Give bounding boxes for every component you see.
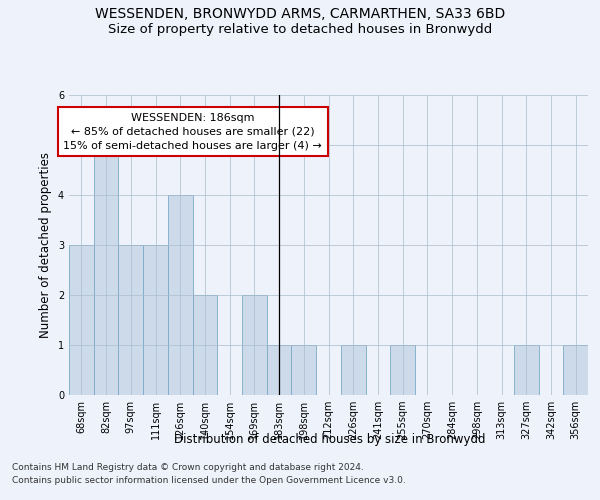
Bar — [143, 245, 168, 395]
Bar — [193, 295, 217, 395]
Text: WESSENDEN: 186sqm
← 85% of detached houses are smaller (22)
15% of semi-detached: WESSENDEN: 186sqm ← 85% of detached hous… — [63, 112, 322, 150]
Bar — [94, 145, 118, 395]
Bar — [390, 345, 415, 395]
Bar — [118, 245, 143, 395]
Bar — [341, 345, 365, 395]
Bar — [168, 195, 193, 395]
Text: Distribution of detached houses by size in Bronwydd: Distribution of detached houses by size … — [174, 432, 486, 446]
Bar — [69, 245, 94, 395]
Bar — [514, 345, 539, 395]
Bar — [242, 295, 267, 395]
Bar — [292, 345, 316, 395]
Y-axis label: Number of detached properties: Number of detached properties — [40, 152, 52, 338]
Text: WESSENDEN, BRONWYDD ARMS, CARMARTHEN, SA33 6BD: WESSENDEN, BRONWYDD ARMS, CARMARTHEN, SA… — [95, 8, 505, 22]
Text: Contains public sector information licensed under the Open Government Licence v3: Contains public sector information licen… — [12, 476, 406, 485]
Text: Contains HM Land Registry data © Crown copyright and database right 2024.: Contains HM Land Registry data © Crown c… — [12, 462, 364, 471]
Bar — [267, 345, 292, 395]
Text: Size of property relative to detached houses in Bronwydd: Size of property relative to detached ho… — [108, 22, 492, 36]
Bar — [563, 345, 588, 395]
